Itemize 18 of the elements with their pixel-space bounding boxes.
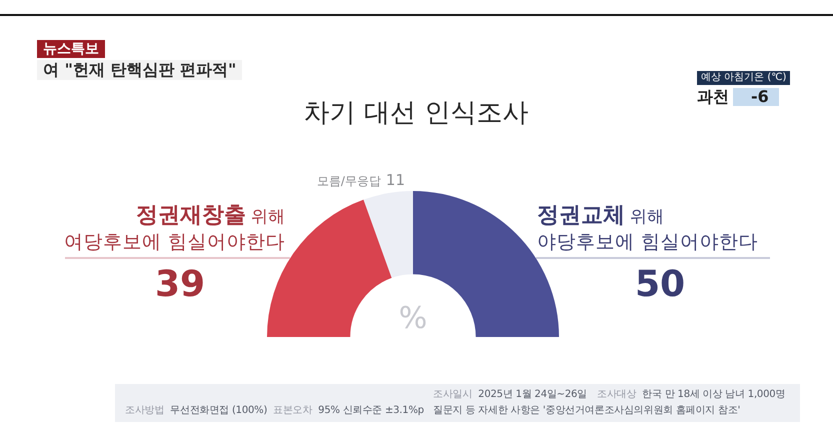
- text: 조사일시 2025년 1월 24일~26일: [433, 389, 587, 400]
- text: 여 "헌재 탄핵심판 편파적": [37, 60, 242, 80]
- data-label: 39: [154, 264, 206, 305]
- text: 과천: [697, 87, 729, 106]
- data-label: 50: [634, 264, 686, 305]
- text: 조사대상 한국 만 18세 이상 남녀 1,000명: [597, 389, 786, 400]
- slice-label: 정권재창출 위해 여당후보에 힘실어야한다: [64, 203, 285, 253]
- chart-title: 차기 대선 인식조사: [304, 97, 528, 130]
- text: 표본오차 95% 신뢰수준 ±3.1%p: [273, 405, 424, 416]
- text: 질문지 등 자세한 사항은 '중앙선거여론조사심의위원회 홈페이지 참조': [433, 405, 740, 416]
- text: %: [398, 301, 428, 336]
- slice-label: 정권교체 위해 야당후보에 힘실어야한다: [537, 203, 758, 253]
- text: 조사방법 무선전화면접 (100%): [125, 405, 268, 416]
- text: 예상 아침기온 (℃): [697, 71, 790, 84]
- data-label: 11: [386, 171, 405, 189]
- slice-label: 모름/무응답: [316, 174, 381, 188]
- text: -6: [733, 87, 779, 106]
- text: 뉴스특보: [37, 40, 105, 58]
